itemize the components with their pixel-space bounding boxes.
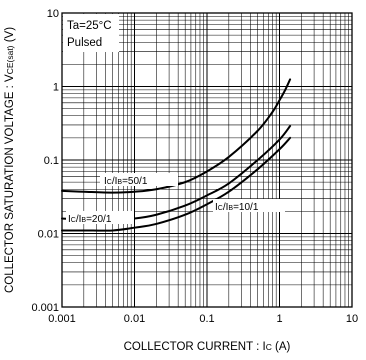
series-label-10-1: IC/IB=10/1	[213, 199, 285, 213]
annotation-temperature: Ta=25°C	[67, 20, 112, 32]
x-tick-labels: 0.001 0.01 0.1 1 10	[48, 313, 358, 325]
x-tick-label: 0.1	[199, 313, 214, 325]
y-tick-label: 0.01	[38, 229, 59, 241]
series-label-20-1: IC/IB=20/1	[66, 211, 134, 225]
svg-text:IC/IB=20/1: IC/IB=20/1	[68, 214, 112, 225]
x-tick-label: 1	[276, 313, 282, 325]
chart-grid	[62, 13, 352, 307]
x-axis-title: COLLECTOR CURRENT : IC (A)	[124, 341, 291, 353]
svg-text:IC/IB=50/1: IC/IB=50/1	[104, 176, 148, 187]
series-line-1	[61, 78, 292, 194]
y-axis-title: COLLECTOR SATURATION VOLTAGE : VCE(sat) …	[4, 27, 16, 293]
plot-frame	[61, 12, 353, 308]
svg-text:IC/IB=10/1: IC/IB=10/1	[215, 202, 259, 213]
y-tick-label: 0.001	[31, 302, 59, 314]
x-tick-label: 0.001	[48, 313, 76, 325]
x-tick-label: 0.01	[124, 313, 145, 325]
y-tick-label: 10	[47, 8, 59, 20]
x-tick-label: 10	[346, 313, 358, 325]
series-label-50-1: IC/IB=50/1	[100, 173, 178, 187]
y-tick-labels: 0.001 0.01 0.1 1 10	[31, 8, 59, 314]
series-line-3	[61, 136, 292, 232]
y-tick-label: 0.1	[44, 155, 59, 167]
annotation-pulsed: Pulsed	[67, 37, 102, 49]
annotation-box	[63, 14, 119, 52]
y-tick-label: 1	[53, 82, 59, 94]
